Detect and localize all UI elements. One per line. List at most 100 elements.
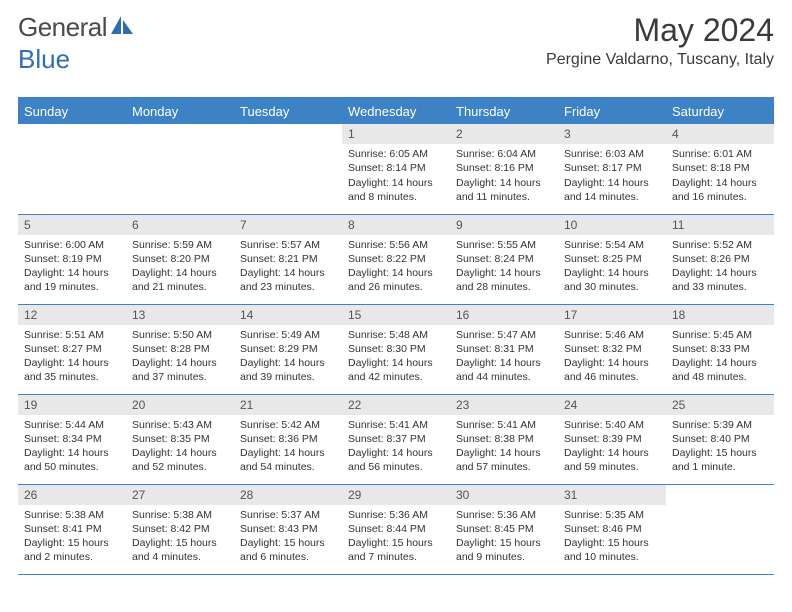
day-number: 15 (342, 305, 450, 325)
sunset-text: Sunset: 8:34 PM (24, 432, 120, 446)
calendar-cell: 25Sunrise: 5:39 AMSunset: 8:40 PMDayligh… (666, 394, 774, 484)
sunset-text: Sunset: 8:40 PM (672, 432, 768, 446)
day-body: Sunrise: 5:59 AMSunset: 8:20 PMDaylight:… (126, 235, 234, 299)
calendar-cell: 6Sunrise: 5:59 AMSunset: 8:20 PMDaylight… (126, 214, 234, 304)
sunset-text: Sunset: 8:39 PM (564, 432, 660, 446)
sunset-text: Sunset: 8:45 PM (456, 522, 552, 536)
sunrise-text: Sunrise: 5:38 AM (24, 508, 120, 522)
daylight-text: Daylight: 15 hours and 9 minutes. (456, 536, 552, 564)
day-body: Sunrise: 5:47 AMSunset: 8:31 PMDaylight:… (450, 325, 558, 389)
calendar-cell: 2Sunrise: 6:04 AMSunset: 8:16 PMDaylight… (450, 124, 558, 214)
calendar-cell: 20Sunrise: 5:43 AMSunset: 8:35 PMDayligh… (126, 394, 234, 484)
day-body: Sunrise: 5:52 AMSunset: 8:26 PMDaylight:… (666, 235, 774, 299)
sunrise-text: Sunrise: 5:52 AM (672, 238, 768, 252)
day-number: 29 (342, 485, 450, 505)
day-number: 4 (666, 124, 774, 144)
daylight-text: Daylight: 14 hours and 37 minutes. (132, 356, 228, 384)
sunrise-text: Sunrise: 5:45 AM (672, 328, 768, 342)
day-body: Sunrise: 5:42 AMSunset: 8:36 PMDaylight:… (234, 415, 342, 479)
sunset-text: Sunset: 8:26 PM (672, 252, 768, 266)
calendar-row: 19Sunrise: 5:44 AMSunset: 8:34 PMDayligh… (18, 394, 774, 484)
day-body: Sunrise: 5:40 AMSunset: 8:39 PMDaylight:… (558, 415, 666, 479)
sunset-text: Sunset: 8:38 PM (456, 432, 552, 446)
sunset-text: Sunset: 8:17 PM (564, 161, 660, 175)
day-body: Sunrise: 5:43 AMSunset: 8:35 PMDaylight:… (126, 415, 234, 479)
sunrise-text: Sunrise: 5:57 AM (240, 238, 336, 252)
day-number: 30 (450, 485, 558, 505)
day-body: Sunrise: 5:36 AMSunset: 8:44 PMDaylight:… (342, 505, 450, 569)
day-body: Sunrise: 6:04 AMSunset: 8:16 PMDaylight:… (450, 144, 558, 208)
day-number: 1 (342, 124, 450, 144)
sunrise-text: Sunrise: 5:55 AM (456, 238, 552, 252)
sunrise-text: Sunrise: 5:51 AM (24, 328, 120, 342)
daylight-text: Daylight: 14 hours and 50 minutes. (24, 446, 120, 474)
day-number: 31 (558, 485, 666, 505)
daylight-text: Daylight: 15 hours and 2 minutes. (24, 536, 120, 564)
day-body: Sunrise: 5:41 AMSunset: 8:37 PMDaylight:… (342, 415, 450, 479)
daylight-text: Daylight: 14 hours and 35 minutes. (24, 356, 120, 384)
sunrise-text: Sunrise: 5:54 AM (564, 238, 660, 252)
sunset-text: Sunset: 8:36 PM (240, 432, 336, 446)
weekday-header: Thursday (450, 98, 558, 124)
daylight-text: Daylight: 14 hours and 52 minutes. (132, 446, 228, 474)
logo-sail-icon (109, 14, 135, 41)
sunset-text: Sunset: 8:19 PM (24, 252, 120, 266)
daylight-text: Daylight: 14 hours and 14 minutes. (564, 176, 660, 204)
day-number: 2 (450, 124, 558, 144)
day-number: 16 (450, 305, 558, 325)
daylight-text: Daylight: 14 hours and 56 minutes. (348, 446, 444, 474)
daylight-text: Daylight: 15 hours and 4 minutes. (132, 536, 228, 564)
day-number: 11 (666, 215, 774, 235)
day-number: 14 (234, 305, 342, 325)
calendar-cell: 18Sunrise: 5:45 AMSunset: 8:33 PMDayligh… (666, 304, 774, 394)
daylight-text: Daylight: 14 hours and 44 minutes. (456, 356, 552, 384)
sunrise-text: Sunrise: 5:37 AM (240, 508, 336, 522)
daylight-text: Daylight: 14 hours and 39 minutes. (240, 356, 336, 384)
calendar-cell: 23Sunrise: 5:41 AMSunset: 8:38 PMDayligh… (450, 394, 558, 484)
sunrise-text: Sunrise: 5:36 AM (456, 508, 552, 522)
calendar-cell: 22Sunrise: 5:41 AMSunset: 8:37 PMDayligh… (342, 394, 450, 484)
sunrise-text: Sunrise: 5:36 AM (348, 508, 444, 522)
calendar-cell: 14Sunrise: 5:49 AMSunset: 8:29 PMDayligh… (234, 304, 342, 394)
day-body: Sunrise: 5:38 AMSunset: 8:41 PMDaylight:… (18, 505, 126, 569)
day-body: Sunrise: 6:03 AMSunset: 8:17 PMDaylight:… (558, 144, 666, 208)
sunrise-text: Sunrise: 6:01 AM (672, 147, 768, 161)
sunrise-text: Sunrise: 5:41 AM (348, 418, 444, 432)
daylight-text: Daylight: 14 hours and 8 minutes. (348, 176, 444, 204)
logo: General (18, 12, 137, 43)
calendar-cell: 5Sunrise: 6:00 AMSunset: 8:19 PMDaylight… (18, 214, 126, 304)
calendar-cell: 10Sunrise: 5:54 AMSunset: 8:25 PMDayligh… (558, 214, 666, 304)
sunrise-text: Sunrise: 5:35 AM (564, 508, 660, 522)
calendar-cell: 7Sunrise: 5:57 AMSunset: 8:21 PMDaylight… (234, 214, 342, 304)
day-number: 26 (18, 485, 126, 505)
day-body: Sunrise: 5:45 AMSunset: 8:33 PMDaylight:… (666, 325, 774, 389)
day-body: Sunrise: 5:36 AMSunset: 8:45 PMDaylight:… (450, 505, 558, 569)
calendar-cell: 26Sunrise: 5:38 AMSunset: 8:41 PMDayligh… (18, 484, 126, 574)
sunset-text: Sunset: 8:16 PM (456, 161, 552, 175)
logo-text-1: General (18, 12, 107, 43)
daylight-text: Daylight: 15 hours and 6 minutes. (240, 536, 336, 564)
sunset-text: Sunset: 8:27 PM (24, 342, 120, 356)
sunset-text: Sunset: 8:14 PM (348, 161, 444, 175)
day-body: Sunrise: 5:49 AMSunset: 8:29 PMDaylight:… (234, 325, 342, 389)
sunrise-text: Sunrise: 6:03 AM (564, 147, 660, 161)
sunrise-text: Sunrise: 5:47 AM (456, 328, 552, 342)
day-number: 28 (234, 485, 342, 505)
sunrise-text: Sunrise: 5:49 AM (240, 328, 336, 342)
calendar-head: SundayMondayTuesdayWednesdayThursdayFrid… (18, 98, 774, 124)
location: Pergine Valdarno, Tuscany, Italy (546, 51, 774, 69)
sunset-text: Sunset: 8:43 PM (240, 522, 336, 536)
daylight-text: Daylight: 14 hours and 42 minutes. (348, 356, 444, 384)
calendar-cell (126, 124, 234, 214)
day-number: 3 (558, 124, 666, 144)
daylight-text: Daylight: 14 hours and 11 minutes. (456, 176, 552, 204)
day-body: Sunrise: 5:50 AMSunset: 8:28 PMDaylight:… (126, 325, 234, 389)
title-block: May 2024 Pergine Valdarno, Tuscany, Ital… (546, 12, 774, 69)
sunset-text: Sunset: 8:31 PM (456, 342, 552, 356)
sunset-text: Sunset: 8:25 PM (564, 252, 660, 266)
calendar-cell: 11Sunrise: 5:52 AMSunset: 8:26 PMDayligh… (666, 214, 774, 304)
day-body: Sunrise: 5:57 AMSunset: 8:21 PMDaylight:… (234, 235, 342, 299)
sunset-text: Sunset: 8:22 PM (348, 252, 444, 266)
day-number: 10 (558, 215, 666, 235)
daylight-text: Daylight: 14 hours and 54 minutes. (240, 446, 336, 474)
